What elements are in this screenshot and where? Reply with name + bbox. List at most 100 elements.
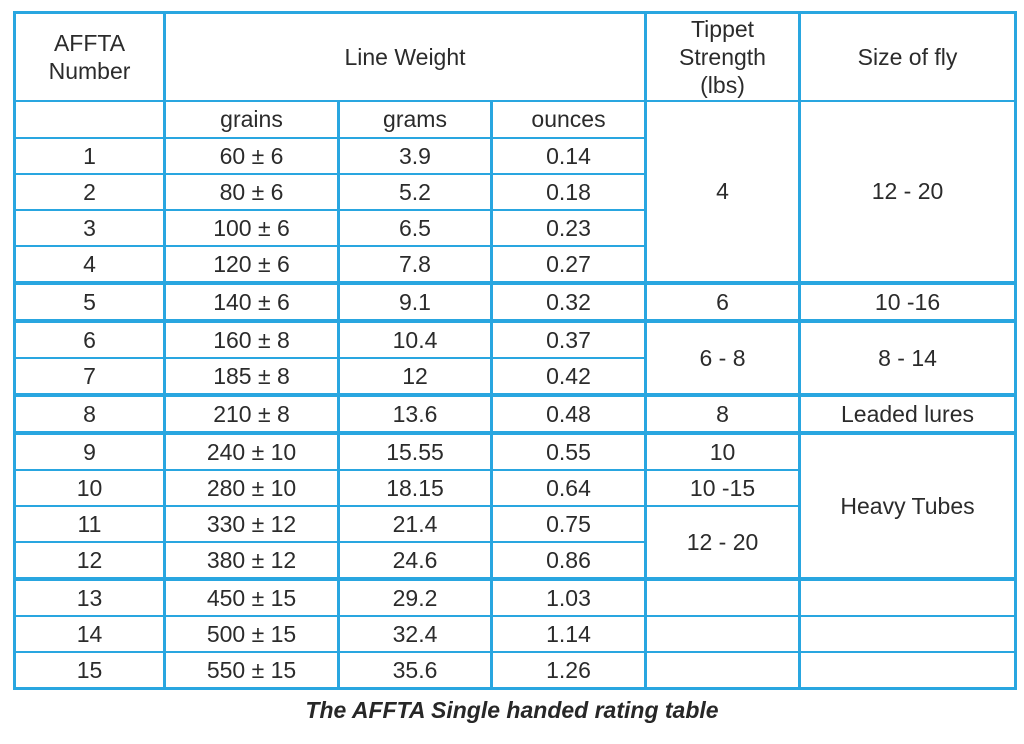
grams-cell: 13.6 bbox=[337, 393, 493, 434]
table-row: 2 80 ± 6 5.2 0.18 bbox=[13, 173, 1016, 211]
subheader-ounces: ounces bbox=[489, 100, 648, 139]
grains-cell: 100 ± 6 bbox=[163, 209, 340, 247]
grains-cell: 140 ± 6 bbox=[163, 281, 340, 322]
ounces-cell: 1.26 bbox=[489, 651, 648, 690]
ounces-cell: 0.18 bbox=[489, 173, 648, 211]
ounces-cell: 1.14 bbox=[489, 615, 648, 653]
affta-number-cell: 13 bbox=[13, 577, 166, 617]
grains-cell: 210 ± 8 bbox=[163, 393, 340, 434]
affta-rating-table: AFFTA Number Line Weight Tippet Strength… bbox=[13, 11, 1018, 690]
subheader-row: grains grams ounces 4 12 - 20 bbox=[13, 100, 1018, 284]
table-row: 11 330 ± 12 21.4 0.75 12 - 20 bbox=[13, 505, 1016, 580]
affta-number-cell: 7 bbox=[13, 357, 166, 396]
grams-cell: 24.6 bbox=[337, 541, 493, 580]
table-caption: The AFFTA Single handed rating table bbox=[305, 697, 719, 723]
ounces-cell: 0.75 bbox=[489, 505, 648, 543]
affta-number-cell: 8 bbox=[13, 393, 166, 434]
tippet-cell-empty bbox=[644, 577, 802, 617]
grams-cell: 18.15 bbox=[337, 469, 493, 507]
affta-number-cell: 11 bbox=[13, 505, 166, 543]
affta-number-cell: 12 bbox=[13, 541, 166, 580]
table-row: 4 120 ± 6 7.8 0.27 bbox=[13, 245, 1016, 284]
header-tippet-strength: Tippet Strength (lbs) bbox=[644, 11, 802, 102]
table-row: 6 160 ± 8 10.4 0.37 6 - 8 8 - 14 bbox=[13, 319, 1018, 396]
header-affta-number: AFFTA Number bbox=[13, 11, 166, 102]
grains-cell: 60 ± 6 bbox=[163, 137, 340, 175]
ounces-cell: 0.27 bbox=[489, 245, 648, 284]
fly-size-cell: Heavy Tubes bbox=[798, 431, 1018, 580]
tippet-cell: 12 - 20 bbox=[644, 505, 802, 580]
grains-cell: 380 ± 12 bbox=[163, 541, 340, 580]
fly-size-cell: 12 - 20 bbox=[798, 100, 1018, 284]
ounces-cell: 0.42 bbox=[489, 357, 648, 396]
ounces-cell: 0.37 bbox=[489, 319, 648, 359]
grams-cell: 21.4 bbox=[337, 505, 493, 543]
grams-cell: 6.5 bbox=[337, 209, 493, 247]
table-row: 12 380 ± 12 24.6 0.86 bbox=[13, 541, 1016, 580]
grains-cell: 185 ± 8 bbox=[163, 357, 340, 396]
header-size-of-fly: Size of fly bbox=[798, 11, 1018, 102]
affta-number-cell: 1 bbox=[13, 137, 166, 175]
tippet-cell: 6 bbox=[644, 281, 802, 322]
grains-cell: 240 ± 10 bbox=[163, 431, 340, 471]
table-row: 7 185 ± 8 12 0.42 bbox=[13, 357, 1016, 396]
affta-number-cell: 5 bbox=[13, 281, 166, 322]
table-row: 8 210 ± 8 13.6 0.48 8 Leaded lures bbox=[13, 393, 1018, 434]
grams-cell: 32.4 bbox=[337, 615, 493, 653]
grains-cell: 80 ± 6 bbox=[163, 173, 340, 211]
fly-size-cell: 8 - 14 bbox=[798, 319, 1018, 396]
table-row: 13 450 ± 15 29.2 1.03 bbox=[13, 577, 1018, 617]
table-row: 5 140 ± 6 9.1 0.32 6 10 -16 bbox=[13, 281, 1018, 322]
ounces-cell: 0.86 bbox=[489, 541, 648, 580]
grams-cell: 5.2 bbox=[337, 173, 493, 211]
grams-cell: 29.2 bbox=[337, 577, 493, 617]
grains-cell: 500 ± 15 bbox=[163, 615, 340, 653]
grams-cell: 3.9 bbox=[337, 137, 493, 175]
affta-number-cell: 2 bbox=[13, 173, 166, 211]
grains-cell: 550 ± 15 bbox=[163, 651, 340, 690]
tippet-cell-empty bbox=[644, 651, 802, 690]
grains-cell: 160 ± 8 bbox=[163, 319, 340, 359]
affta-number-cell: 14 bbox=[13, 615, 166, 653]
affta-number-cell: 3 bbox=[13, 209, 166, 247]
grams-cell: 35.6 bbox=[337, 651, 493, 690]
header-line-weight: Line Weight bbox=[162, 11, 648, 102]
ounces-cell: 0.48 bbox=[489, 393, 648, 434]
ounces-cell: 0.14 bbox=[489, 137, 648, 175]
subheader-grams: grams bbox=[337, 100, 493, 139]
table-row: 9 240 ± 10 15.55 0.55 10 Heavy Tubes bbox=[13, 431, 1018, 580]
grains-cell: 280 ± 10 bbox=[163, 469, 340, 507]
subheader-grains: grains bbox=[163, 100, 340, 139]
affta-number-cell: 15 bbox=[13, 651, 166, 690]
ounces-cell: 0.23 bbox=[489, 209, 648, 247]
subheader-empty-cell bbox=[13, 100, 166, 139]
grains-cell: 120 ± 6 bbox=[163, 245, 340, 284]
table-row: 15 550 ± 15 35.6 1.26 bbox=[13, 651, 1018, 690]
grains-cell: 450 ± 15 bbox=[163, 577, 340, 617]
fly-size-cell-empty bbox=[798, 577, 1018, 617]
ounces-cell: 1.03 bbox=[489, 577, 648, 617]
fly-size-cell-empty bbox=[798, 651, 1018, 690]
affta-number-cell: 9 bbox=[13, 431, 166, 471]
fly-size-cell: 10 -16 bbox=[798, 281, 1018, 322]
tippet-cell: 10 -15 bbox=[644, 469, 802, 507]
table-row: 14 500 ± 15 32.4 1.14 bbox=[13, 615, 1018, 653]
ounces-cell: 0.64 bbox=[489, 469, 648, 507]
tippet-cell: 6 - 8 bbox=[644, 319, 802, 396]
grams-cell: 10.4 bbox=[337, 319, 493, 359]
tippet-cell-empty bbox=[644, 615, 802, 653]
table-row: 10 280 ± 10 18.15 0.64 10 -15 bbox=[13, 469, 1016, 507]
tippet-cell: 10 bbox=[644, 431, 802, 471]
table-row: 3 100 ± 6 6.5 0.23 bbox=[13, 209, 1016, 247]
fly-size-cell-empty bbox=[798, 615, 1018, 653]
grams-cell: 15.55 bbox=[337, 431, 493, 471]
grams-cell: 7.8 bbox=[337, 245, 493, 284]
ounces-cell: 0.55 bbox=[489, 431, 648, 471]
affta-number-cell: 10 bbox=[13, 469, 166, 507]
table-row: 1 60 ± 6 3.9 0.14 bbox=[13, 137, 1016, 175]
tippet-cell: 4 bbox=[644, 100, 802, 284]
grains-cell: 330 ± 12 bbox=[163, 505, 340, 543]
grams-cell: 9.1 bbox=[337, 281, 493, 322]
grams-cell: 12 bbox=[337, 357, 493, 396]
